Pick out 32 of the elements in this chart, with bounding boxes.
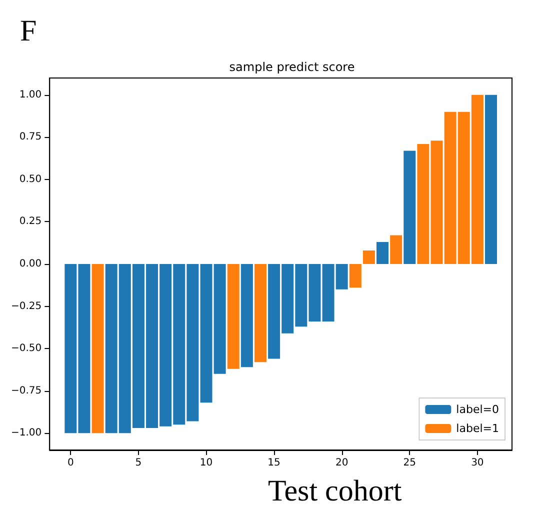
bar [349, 264, 362, 288]
chart-title: sample predict score [229, 60, 355, 74]
y-tick-label: 1.00 [19, 89, 42, 100]
y-tick-label: −0.50 [10, 343, 42, 354]
y-tick-label: 0.50 [19, 174, 42, 185]
text: Test cohort [268, 474, 402, 508]
y-tick-label: −0.25 [10, 300, 42, 312]
x-tick-label: 0 [67, 458, 74, 468]
y-tick-label: −1.00 [10, 428, 42, 439]
x-tick-label: 10 [200, 458, 213, 468]
bar [404, 150, 416, 264]
y-tick-label: 0.25 [19, 216, 42, 228]
x-tick-label: 20 [335, 458, 348, 468]
legend-label: label=1 [456, 422, 500, 435]
y-tick-label: 0.75 [19, 132, 42, 143]
x-tick-label: 30 [471, 458, 484, 468]
bar [254, 264, 266, 362]
bar [227, 264, 240, 369]
bar [240, 264, 253, 368]
legend-label: label=0 [456, 403, 500, 416]
y-tick-label: 0.00 [19, 258, 42, 270]
bar [92, 264, 104, 434]
bar [484, 94, 497, 264]
y-tick-label: −0.75 [10, 385, 42, 396]
x-tick-label: 25 [403, 458, 416, 468]
x-tick-label: 15 [268, 458, 280, 468]
bar [390, 235, 402, 264]
bar [214, 264, 226, 374]
bar [376, 242, 389, 264]
x-tick-label: 5 [135, 458, 142, 468]
bar [362, 250, 375, 264]
text: F [20, 14, 37, 48]
